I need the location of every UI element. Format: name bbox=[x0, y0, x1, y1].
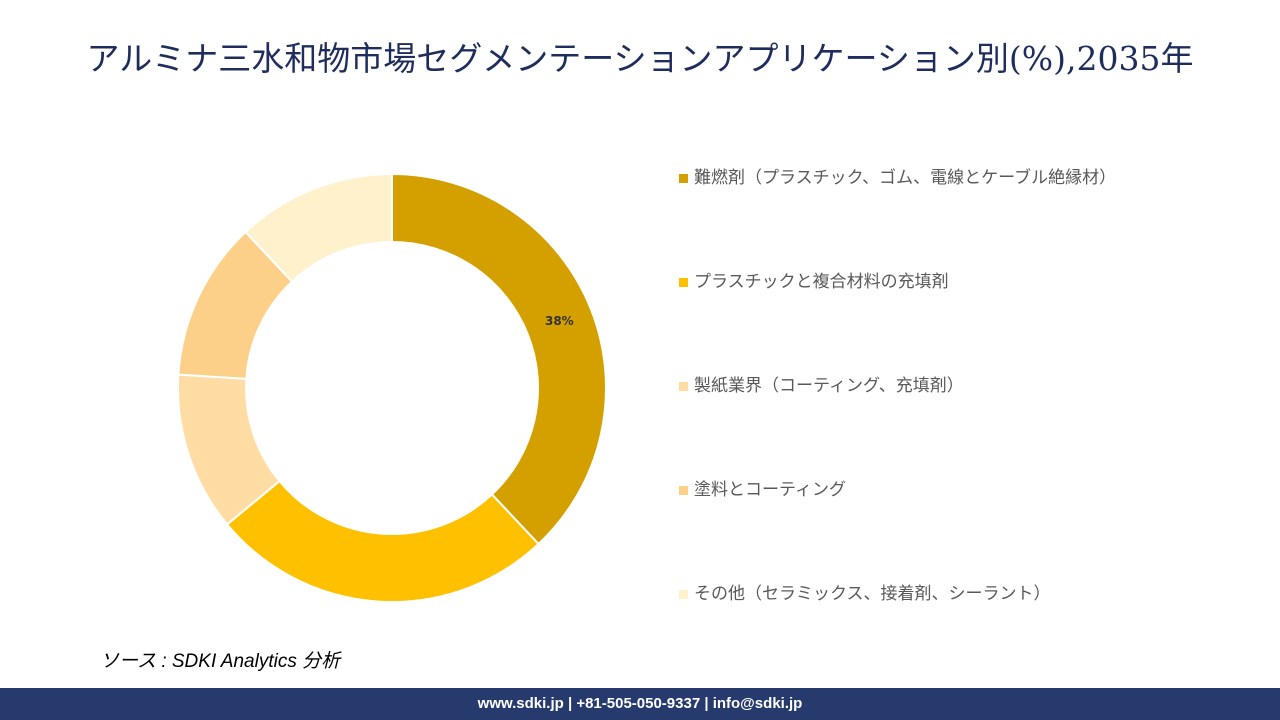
legend-label: 製紙業界（コーティング、充填剤） bbox=[694, 376, 964, 396]
legend-label: 難燃剤（プラスチック、ゴム、電線とケーブル絶縁材） bbox=[694, 167, 1116, 188]
legend-swatch bbox=[679, 382, 688, 391]
legend-swatch bbox=[679, 278, 688, 287]
legend-swatch bbox=[679, 174, 688, 183]
chart-title: アルミナ三水和物市場セグメンテーションアプリケーション別(%),2035年 bbox=[86, 39, 1194, 78]
donut-slice bbox=[244, 172, 393, 283]
donut-slice bbox=[391, 172, 607, 546]
legend-swatch bbox=[679, 486, 688, 495]
source-note: ソース : SDKI Analytics 分析 bbox=[100, 651, 341, 672]
legend-label: 塗料とコーティング bbox=[694, 479, 846, 500]
data-label: 38% bbox=[545, 314, 574, 328]
donut-slice bbox=[225, 479, 540, 603]
legend-swatch bbox=[679, 590, 688, 599]
legend-label: プラスチックと複合材料の充填剤 bbox=[694, 272, 949, 292]
chart: 38% 難燃剤（プラスチック、ゴム、電線とケーブル絶縁材） プラスチックと複合材料の… bbox=[177, 167, 1116, 604]
footer: www.sdki.jp | +81-505-050-9337 | info@sd… bbox=[0, 688, 1280, 720]
legend-label: その他（セラミックス、接着剤、シーラント） bbox=[694, 584, 1051, 604]
